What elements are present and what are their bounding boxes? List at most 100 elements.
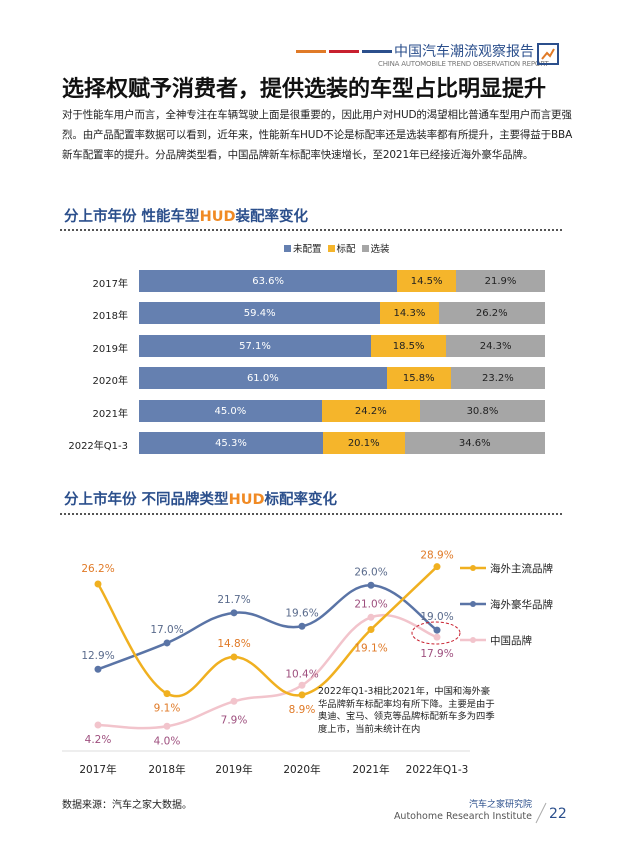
data-point (94, 721, 102, 729)
data-label: 19.6% (285, 607, 318, 619)
bar-segment-未配置: 59.4% (139, 302, 381, 324)
bar-segment-未配置: 45.3% (139, 432, 323, 454)
bar-segment-标配: 18.5% (371, 335, 447, 357)
x-tick-label: 2021年 (352, 763, 389, 776)
data-point (433, 563, 441, 571)
legend-label: 海外主流品牌 (490, 562, 553, 575)
bar-category-label: 2017年 (92, 279, 128, 290)
line-chart: 2017年 2018年 2019年 2020年 2021年 2022年Q1-3 4.2% 4.… (62, 550, 553, 776)
bar-segment-选装: 24.3% (446, 335, 545, 357)
data-label: 14.8% (217, 638, 250, 650)
legend-item: 未配置 (284, 241, 322, 255)
data-label: 4.0% (154, 735, 181, 747)
slash-divider (535, 802, 547, 824)
section-heading-1: 分上市年份 性能车型HUD装配率变化 (64, 205, 308, 226)
bar-segment-标配: 14.3% (380, 302, 439, 324)
data-point (433, 626, 441, 634)
chart-annotation: 2022年Q1-3相比2021年，中国和海外豪华品牌新车标配率均有所下降。主要是… (318, 686, 495, 735)
legend-label: 选装 (370, 244, 390, 255)
heading-text: 装配率变化 (235, 209, 309, 225)
legend-item: 选装 (361, 241, 390, 255)
bar-segment-标配: 20.1% (322, 432, 405, 454)
header-stripe-red (329, 50, 359, 53)
bar-data-label: 14.3% (393, 307, 426, 319)
data-point (298, 691, 306, 699)
data-source: 数据来源：汽车之家大数据。 (62, 800, 192, 811)
data-label: 12.9% (81, 650, 114, 662)
legend-swatch (284, 245, 291, 252)
series-line-海外主流品牌 (96, 565, 438, 698)
bar-segment-未配置: 45.0% (139, 400, 322, 422)
data-label: 9.1% (154, 703, 181, 715)
divider (60, 229, 562, 231)
heading-text: 分上市年份 不同品牌类型 (64, 492, 229, 508)
data-point (433, 633, 441, 641)
bar-data-label: 23.2% (482, 372, 514, 384)
data-point (367, 613, 375, 621)
x-tick-label: 2022年Q1-3 (406, 763, 469, 776)
data-label: 17.9% (420, 648, 453, 660)
bar-segment-选装: 21.9% (456, 270, 545, 292)
data-point (298, 681, 306, 689)
data-label: 21.0% (354, 598, 387, 610)
legend-marker (470, 601, 476, 607)
bar-data-label: 24.3% (479, 340, 512, 352)
data-point (367, 581, 375, 589)
bar-data-label: 24.2% (354, 405, 387, 417)
legend-item: 标配 (327, 241, 356, 255)
series-line-中国品牌 (97, 614, 438, 730)
data-point (163, 639, 171, 647)
highlight-ellipse (411, 621, 461, 645)
bar-legend: 未配置 标配 选装 (284, 241, 390, 255)
data-label: 10.4% (285, 668, 318, 680)
data-label: 28.9% (420, 550, 453, 562)
bar-category-label: 2022年Q1-3 (68, 441, 128, 452)
bar-category-label: 2020年 (92, 376, 128, 387)
page-title: 选择权赋予消费者，提供选装的车型占比明显提升 (62, 77, 547, 102)
data-point (230, 697, 238, 705)
report-title: 中国汽车潮流观察报告 (394, 44, 534, 60)
data-label: 19.0% (420, 611, 453, 623)
header-stripe-blue (362, 50, 392, 53)
legend-marker (470, 565, 476, 571)
trend-chart-icon (537, 43, 559, 65)
bar-data-label: 34.6% (458, 437, 491, 449)
section-heading-2: 分上市年份 不同品牌类型HUD标配率变化 (64, 488, 337, 509)
bar-data-label: 45.3% (215, 437, 247, 449)
bar-segment-标配: 24.2% (321, 400, 420, 422)
bar-data-label: 15.8% (402, 372, 435, 384)
heading-text: 标配率变化 (264, 492, 338, 508)
data-point (367, 625, 375, 633)
data-point (230, 653, 238, 661)
legend-label: 未配置 (293, 244, 322, 255)
bar-data-label: 45.0% (214, 405, 247, 417)
bar-data-label: 18.5% (392, 340, 425, 352)
data-point (94, 580, 102, 588)
heading-text: 分上市年份 性能车型 (64, 209, 200, 225)
divider (60, 513, 562, 515)
bar-data-label: 21.9% (484, 275, 517, 287)
legend-swatch (361, 245, 369, 252)
report-subtitle: CHINA AUTOMOBILE TREND OBSERVATION REPOR… (378, 60, 549, 68)
bar-category-label: 2019年 (92, 344, 128, 355)
bar-data-label: 26.2% (475, 307, 508, 319)
bar-segment-选装: 30.8% (419, 400, 545, 422)
header-stripe-orange (296, 50, 326, 53)
org-name-en: Autohome Research Institute (393, 811, 532, 822)
bar-segment-选装: 26.2% (438, 302, 545, 324)
page-number: 22 (549, 806, 567, 822)
bar-data-label: 59.4% (243, 307, 276, 319)
x-tick-label: 2017年 (79, 763, 116, 776)
x-tick-label: 2018年 (148, 763, 185, 776)
bar-segment-标配: 15.8% (386, 367, 451, 389)
legend-label: 中国品牌 (490, 634, 532, 647)
data-label: 17.0% (150, 624, 183, 636)
data-label: 21.7% (217, 594, 250, 606)
heading-highlight: HUD (228, 492, 265, 508)
legend-marker (470, 637, 476, 643)
x-tick-label: 2019年 (215, 763, 252, 776)
intro-paragraph: 对于性能车用户而言，全神专注在车辆驾驶上面是很重要的，因此用户对HUD的渴望相比… (62, 109, 573, 161)
bar-segment-选装: 23.2% (450, 367, 545, 389)
bar-segment-未配置: 57.1% (139, 335, 372, 357)
data-point (230, 609, 238, 617)
